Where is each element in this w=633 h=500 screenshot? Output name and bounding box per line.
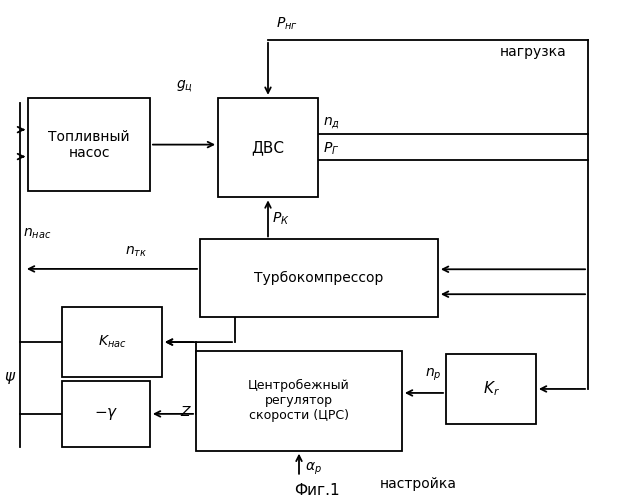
Text: настройка: настройка <box>380 476 457 490</box>
Text: Топливный
насос: Топливный насос <box>48 130 130 160</box>
FancyBboxPatch shape <box>446 354 536 424</box>
Text: $g_{ц}$: $g_{ц}$ <box>175 78 192 94</box>
Text: Турбокомпрессор: Турбокомпрессор <box>254 271 384 285</box>
Text: $P_{Г}$: $P_{Г}$ <box>323 140 339 156</box>
Text: $n_{д}$: $n_{д}$ <box>323 115 340 130</box>
Text: нагрузка: нагрузка <box>500 45 567 59</box>
Text: $\psi$: $\psi$ <box>4 370 16 386</box>
Text: $n_{нас}$: $n_{нас}$ <box>23 226 51 240</box>
Text: $P_{нг}$: $P_{нг}$ <box>276 16 298 32</box>
Text: $K_{нас}$: $K_{нас}$ <box>97 334 127 350</box>
Text: $n_{тк}$: $n_{тк}$ <box>125 244 147 259</box>
Text: $\alpha_р$: $\alpha_р$ <box>305 460 322 477</box>
FancyBboxPatch shape <box>28 98 150 192</box>
FancyBboxPatch shape <box>218 98 318 198</box>
FancyBboxPatch shape <box>196 351 402 451</box>
Text: ДВС: ДВС <box>251 140 284 155</box>
Text: $P_К$: $P_К$ <box>272 210 290 226</box>
Text: $K_r$: $K_r$ <box>482 380 499 398</box>
Text: Центробежный
регулятор
скорости (ЦРС): Центробежный регулятор скорости (ЦРС) <box>248 380 350 422</box>
Text: Фиг.1: Фиг.1 <box>294 483 339 498</box>
FancyBboxPatch shape <box>200 240 438 317</box>
FancyBboxPatch shape <box>62 381 150 447</box>
Text: $n_р$: $n_р$ <box>425 366 442 383</box>
Text: $-\gamma$: $-\gamma$ <box>94 406 118 422</box>
Text: $Z$: $Z$ <box>180 405 192 419</box>
FancyBboxPatch shape <box>62 307 162 377</box>
